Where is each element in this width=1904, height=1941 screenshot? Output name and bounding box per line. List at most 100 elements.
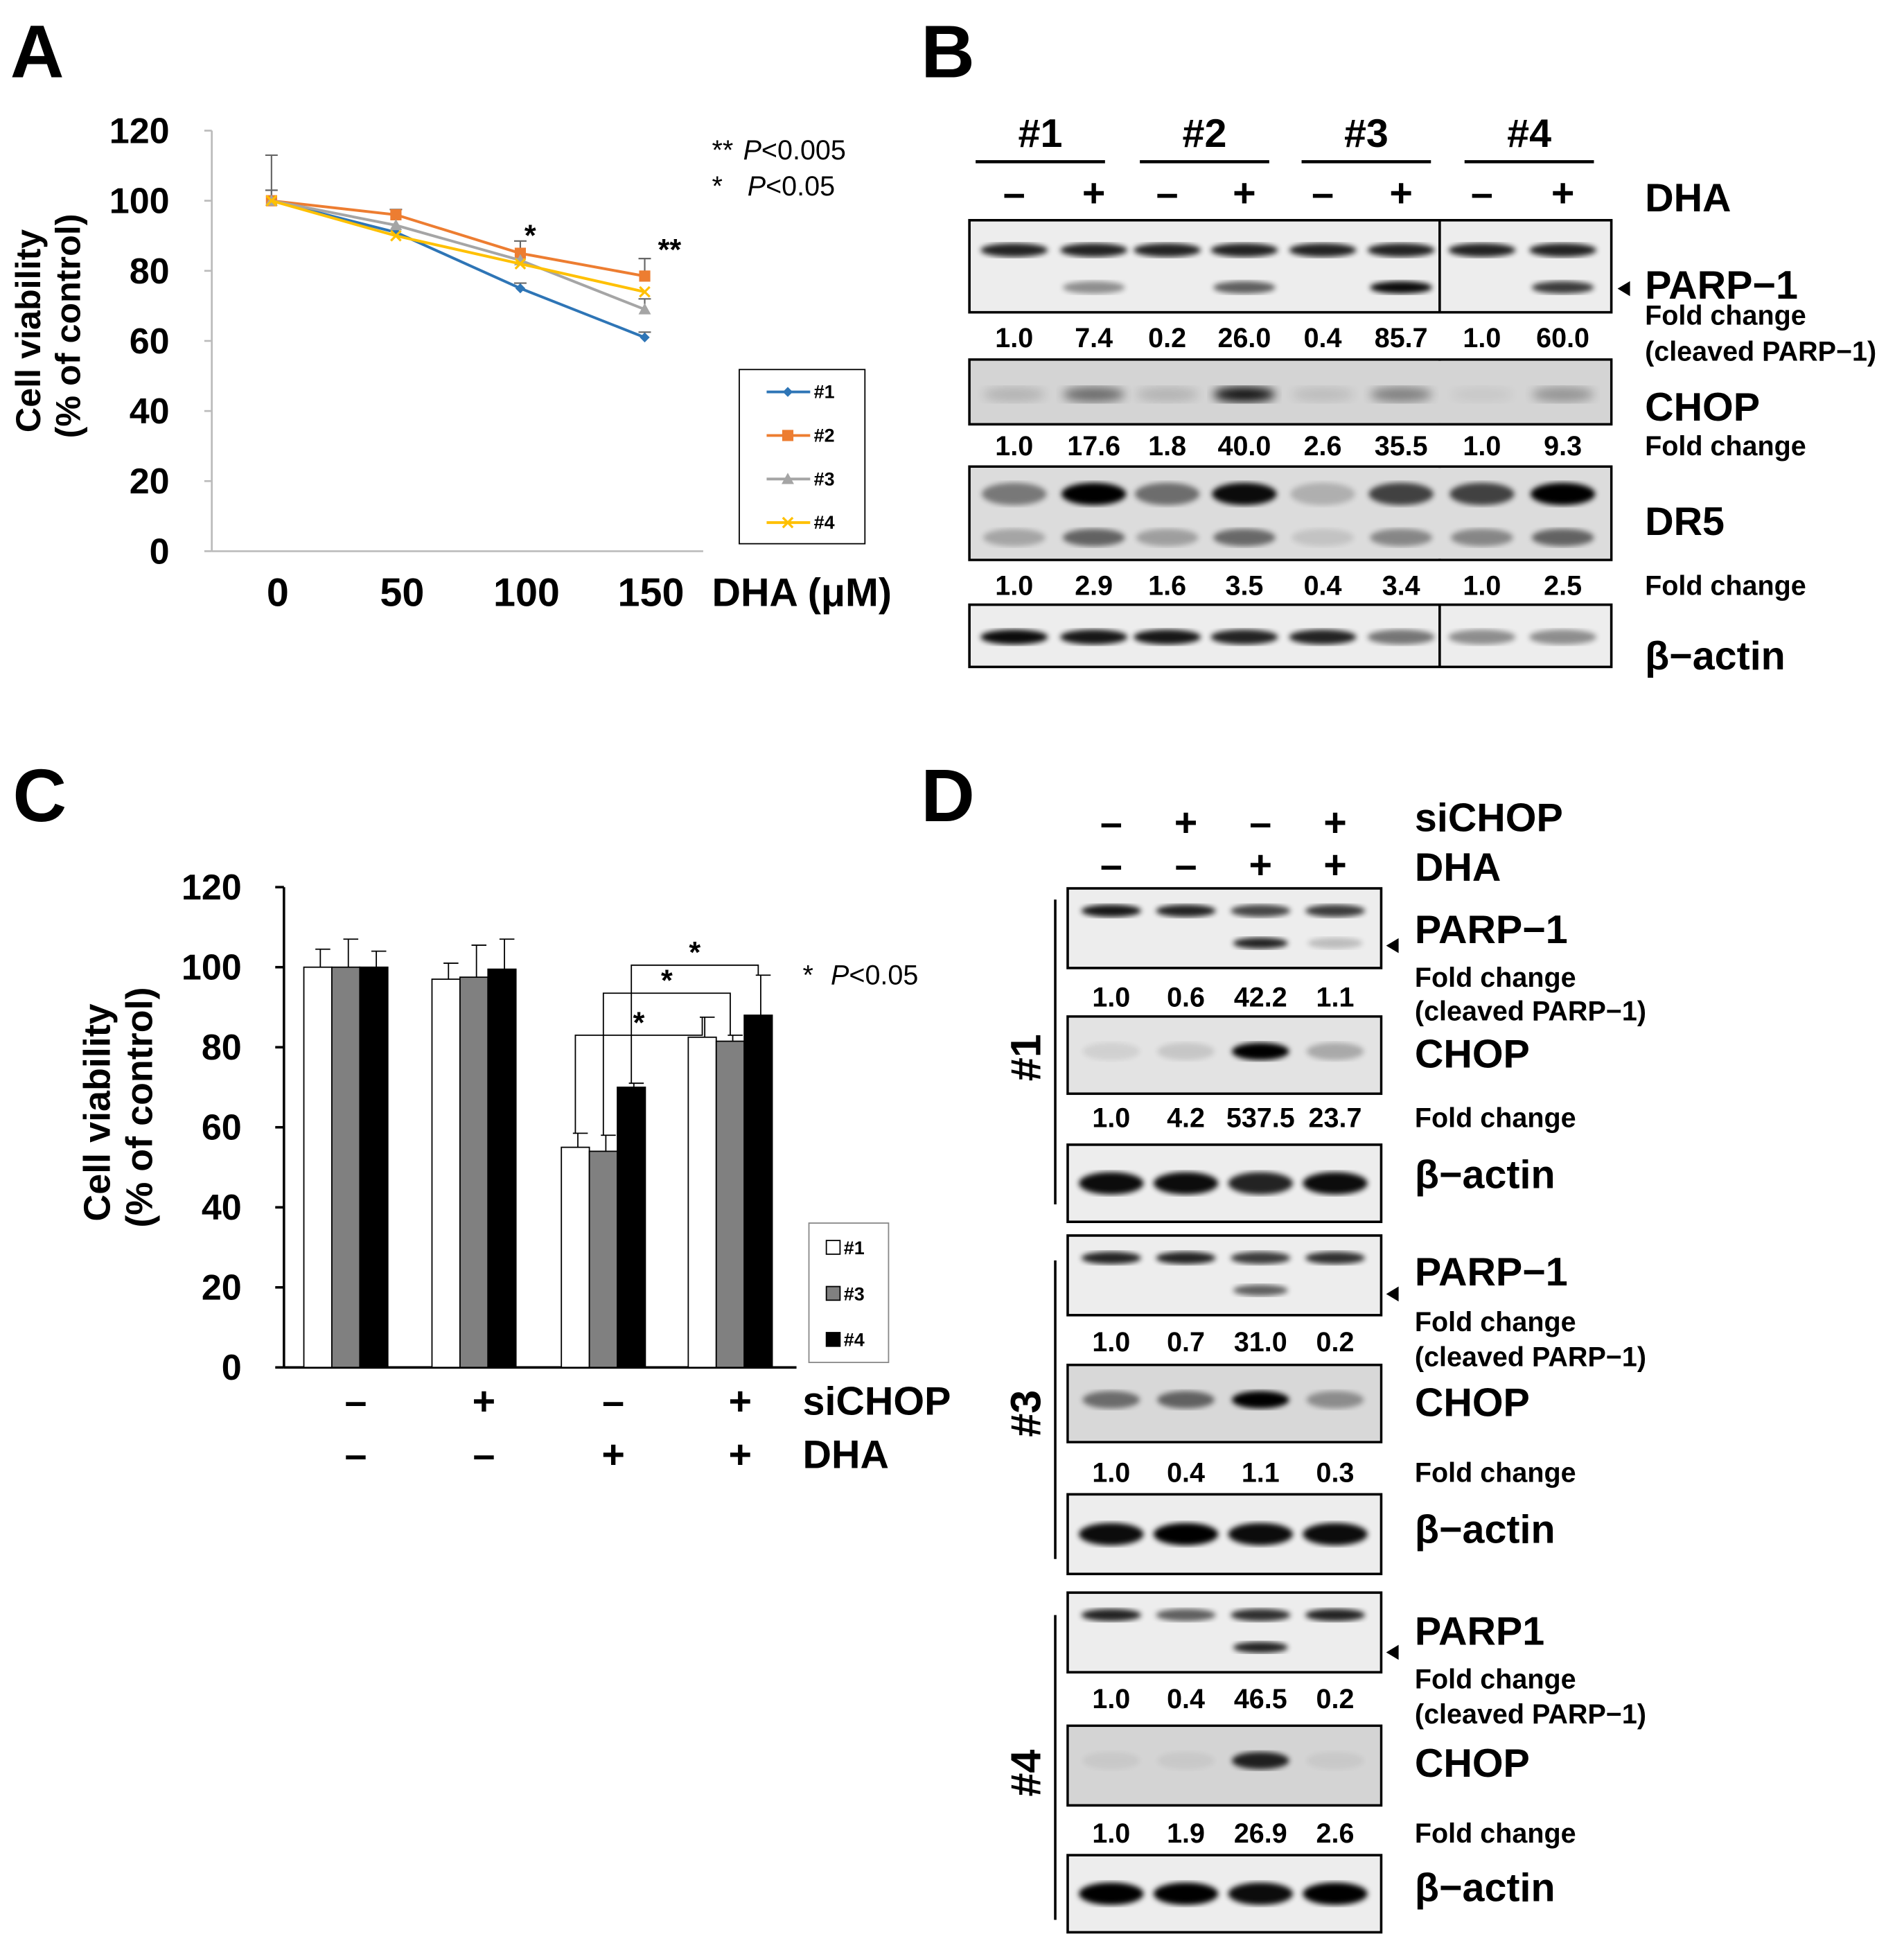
chart-c-stats-stars: * xyxy=(803,960,813,990)
blot-band xyxy=(1289,243,1357,257)
blot-band xyxy=(1060,629,1128,645)
chart-c-bar xyxy=(331,966,361,1369)
blot-band xyxy=(1448,629,1516,645)
blot-band xyxy=(1292,387,1354,402)
blot-b-fold-value: 0.4 xyxy=(1304,570,1342,601)
chart-a-stats-threshold: <0.05 xyxy=(766,171,835,202)
chart-a-stats-legend: ** P<0.005* P<0.05 xyxy=(712,135,845,202)
chart-c-legend-label: #1 xyxy=(844,1238,865,1258)
chart-a-legend-label: #2 xyxy=(814,425,835,446)
chart-c-row-label-sichop: siCHOP xyxy=(803,1379,951,1423)
chart-c-significance-label: * xyxy=(661,965,673,998)
blot-d-sichop-sign: + xyxy=(1174,801,1198,845)
blot-band xyxy=(1531,387,1594,402)
chart-c-sichop-sign: + xyxy=(473,1379,496,1423)
blot-band xyxy=(1153,1882,1219,1905)
blot-d-fold-value: 4.2 xyxy=(1167,1103,1205,1134)
chart-c-significance-bracket: * xyxy=(574,1006,703,1134)
chart-a-series-2 xyxy=(265,189,651,282)
chart-a-x-tick-label: 0 xyxy=(267,570,289,615)
chart-c-significance-label: * xyxy=(633,1006,645,1039)
chart-a-series-line xyxy=(271,199,645,294)
blot-band xyxy=(1233,1642,1288,1653)
blot-band xyxy=(982,387,1046,402)
chart-c-stats-legend: * P<0.05 xyxy=(803,960,919,990)
blot-band xyxy=(1529,629,1597,645)
blot-d-fold-value: 31.0 xyxy=(1234,1327,1287,1358)
blot-band xyxy=(1153,1522,1219,1546)
chart-a-x-label: DHA (μM) xyxy=(712,570,892,615)
blot-d-fold-value: 26.9 xyxy=(1234,1818,1287,1849)
chart-a-stats-line: * P<0.05 xyxy=(712,171,835,202)
chart-c-bar xyxy=(617,1087,646,1369)
blot-band xyxy=(1079,1882,1144,1905)
blot-d-fold-value: 0.4 xyxy=(1167,1684,1205,1714)
chart-c-sichop-sign: – xyxy=(345,1379,367,1423)
blot-d-sichop-sign: – xyxy=(1249,801,1271,845)
blot-d-dha-sign: + xyxy=(1249,843,1273,888)
blot-band xyxy=(1228,1882,1293,1905)
chart-a-x-tick-label: 100 xyxy=(493,570,560,615)
chart-a-significance-label: ** xyxy=(658,234,682,267)
blot-d-cleaved-arrow xyxy=(1386,938,1399,954)
blot-d-fold-value: 1.0 xyxy=(1092,1457,1130,1488)
blot-b-fold-value: 1.0 xyxy=(1463,323,1501,353)
chart-c-bracket-line xyxy=(574,1017,703,1134)
blot-b-fold-label: Fold change xyxy=(1645,301,1806,331)
blot-b-dha-sign: + xyxy=(1233,171,1256,216)
chart-a-series-1 xyxy=(266,195,651,343)
blot-band xyxy=(1061,482,1127,505)
blot-d-fold-label: Fold change xyxy=(1415,1457,1576,1488)
blot-b-fold-value: 3.4 xyxy=(1382,570,1420,601)
chart-c-bar: Cell viability (% of control) siCHOP DHA… xyxy=(76,868,951,1477)
blot-border xyxy=(1066,1363,1383,1443)
blot-d-fold-value: 23.7 xyxy=(1309,1103,1362,1134)
blot-d-fold-value: 1.0 xyxy=(1092,1818,1130,1849)
chart-c-bar xyxy=(303,966,333,1369)
blot-d-fold-value: 0.3 xyxy=(1316,1457,1355,1488)
chart-c-bracket-line xyxy=(631,964,759,1084)
blot-d-fold-value: 42.2 xyxy=(1234,983,1287,1013)
blot-membrane xyxy=(1067,888,1382,968)
blot-band xyxy=(1157,1752,1215,1770)
blot-b-fold-sublabel: (cleaved PARP−1) xyxy=(1645,337,1876,367)
blot-b-group-label: #3 xyxy=(1344,112,1389,156)
blot-d-fold-label: Fold change xyxy=(1415,1665,1576,1695)
blot-band xyxy=(1305,1608,1366,1622)
blot-b-dha-sign: + xyxy=(1551,171,1575,216)
blot-d-protein-label: CHOP xyxy=(1415,1033,1530,1077)
blot-d-dha-sign: + xyxy=(1323,843,1347,888)
chart-a-point xyxy=(265,195,278,207)
chart-c-legend-label: #3 xyxy=(844,1283,865,1304)
blot-b-fold-value: 1.0 xyxy=(995,570,1033,601)
chart-c-significance-bracket: * xyxy=(631,936,759,1084)
blot-band xyxy=(1157,1042,1215,1060)
chart-c-bar xyxy=(743,1015,773,1369)
blot-band xyxy=(1079,1172,1144,1195)
blot-band xyxy=(1290,482,1355,505)
chart-a-x-tick-label: 150 xyxy=(618,570,685,615)
blot-border xyxy=(1066,1493,1383,1576)
blot-d-sichop-sign: + xyxy=(1323,801,1347,845)
chart-c-bar xyxy=(715,1040,746,1369)
blot-d-fold-sublabel: (cleaved PARP−1) xyxy=(1415,996,1646,1026)
chart-a-y-tick-label: 40 xyxy=(130,392,170,432)
blot-band xyxy=(1303,1882,1368,1905)
chart-a-legend-label: #1 xyxy=(814,382,835,403)
blot-band xyxy=(1213,529,1276,547)
blot-band xyxy=(1305,904,1366,917)
blot-border xyxy=(1066,1234,1383,1317)
chart-c-bar xyxy=(687,1036,717,1369)
chart-c-y-label-line1: Cell viability xyxy=(76,1003,118,1221)
blot-b-fold-label: Fold change xyxy=(1645,570,1806,601)
blot-border xyxy=(1066,1015,1383,1096)
chart-c-sichop-sign: – xyxy=(602,1379,624,1423)
blot-b-fold-value: 35.5 xyxy=(1375,431,1428,462)
chart-c-bar xyxy=(459,976,489,1369)
chart-c-y-tick-label: 20 xyxy=(202,1268,242,1308)
blot-d-protein-label: CHOP xyxy=(1415,1380,1530,1425)
blot-d-fold-value: 1.0 xyxy=(1092,1103,1130,1134)
blot-band xyxy=(1289,629,1357,645)
panel-letter-c: C xyxy=(12,753,67,837)
blot-d-fold-value: 2.6 xyxy=(1316,1818,1355,1849)
